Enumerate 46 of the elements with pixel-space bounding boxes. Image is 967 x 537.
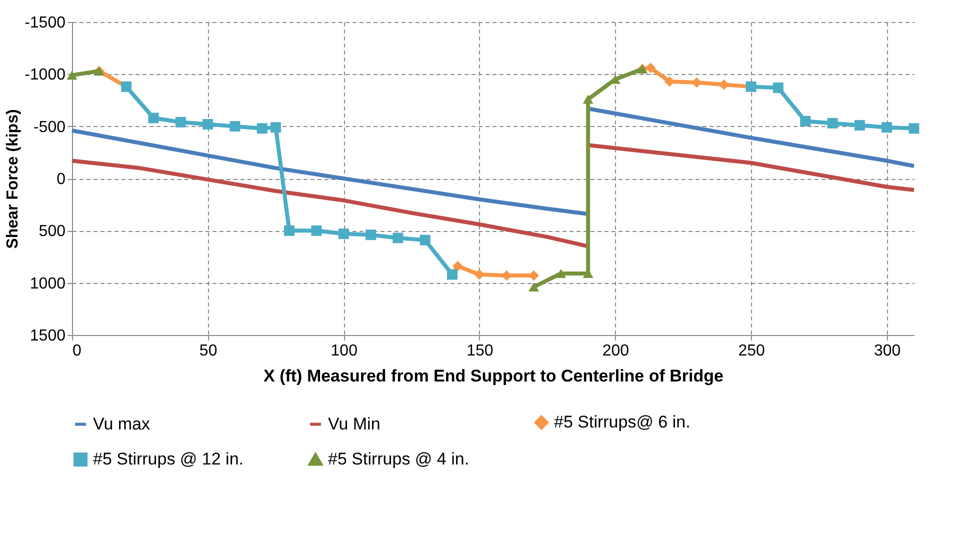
point	[392, 232, 404, 244]
x-tick-label: 250	[738, 342, 765, 360]
x-tick-label: 300	[874, 342, 901, 360]
point	[66, 70, 78, 80]
point	[338, 228, 349, 240]
point	[854, 120, 865, 131]
point	[582, 94, 594, 104]
legend-label: #5 Stirrups @ 12 in.	[93, 450, 244, 468]
point	[311, 225, 322, 236]
point	[230, 121, 240, 132]
point	[452, 260, 463, 272]
point	[528, 282, 539, 292]
point	[284, 225, 295, 236]
legend-label: Vu max	[93, 414, 150, 434]
x-tick-label: 150	[466, 342, 494, 360]
point	[175, 116, 186, 128]
y-tick-label: 500	[38, 223, 66, 240]
point	[256, 123, 268, 134]
point	[556, 268, 566, 278]
y-tick-label: 0	[56, 171, 66, 188]
point	[882, 122, 892, 133]
y-tick-label: 1500	[30, 328, 66, 344]
x-tick-label: 50	[199, 342, 218, 360]
x-tick-label: 100	[330, 342, 358, 360]
x-tick-label: 200	[602, 342, 630, 360]
y-axis-title: Shear Force (kips)	[4, 109, 22, 249]
x-tick-label: 0	[72, 342, 82, 360]
point	[772, 82, 784, 93]
legend-label: #5 Stirrups @ 4 in.	[328, 450, 470, 468]
point	[800, 116, 811, 126]
y-tick-label: -1000	[24, 66, 66, 84]
y-tick-label: -500	[33, 118, 66, 136]
x-axis-title: X (ft) Measured from End Support to Centerline of Bridge	[264, 366, 724, 386]
point	[270, 122, 281, 133]
point	[420, 234, 430, 246]
legend-label: #5 Stirrups@ 6 in.	[554, 412, 690, 432]
point	[645, 62, 656, 74]
point	[908, 123, 920, 134]
point	[664, 76, 675, 87]
point	[366, 230, 376, 240]
point	[202, 119, 214, 130]
y-tick-label: 1000	[30, 275, 66, 292]
point	[148, 112, 159, 124]
point	[827, 118, 838, 128]
legend-label: Vu Min	[328, 414, 380, 434]
y-tick-label: -1500	[24, 14, 66, 32]
